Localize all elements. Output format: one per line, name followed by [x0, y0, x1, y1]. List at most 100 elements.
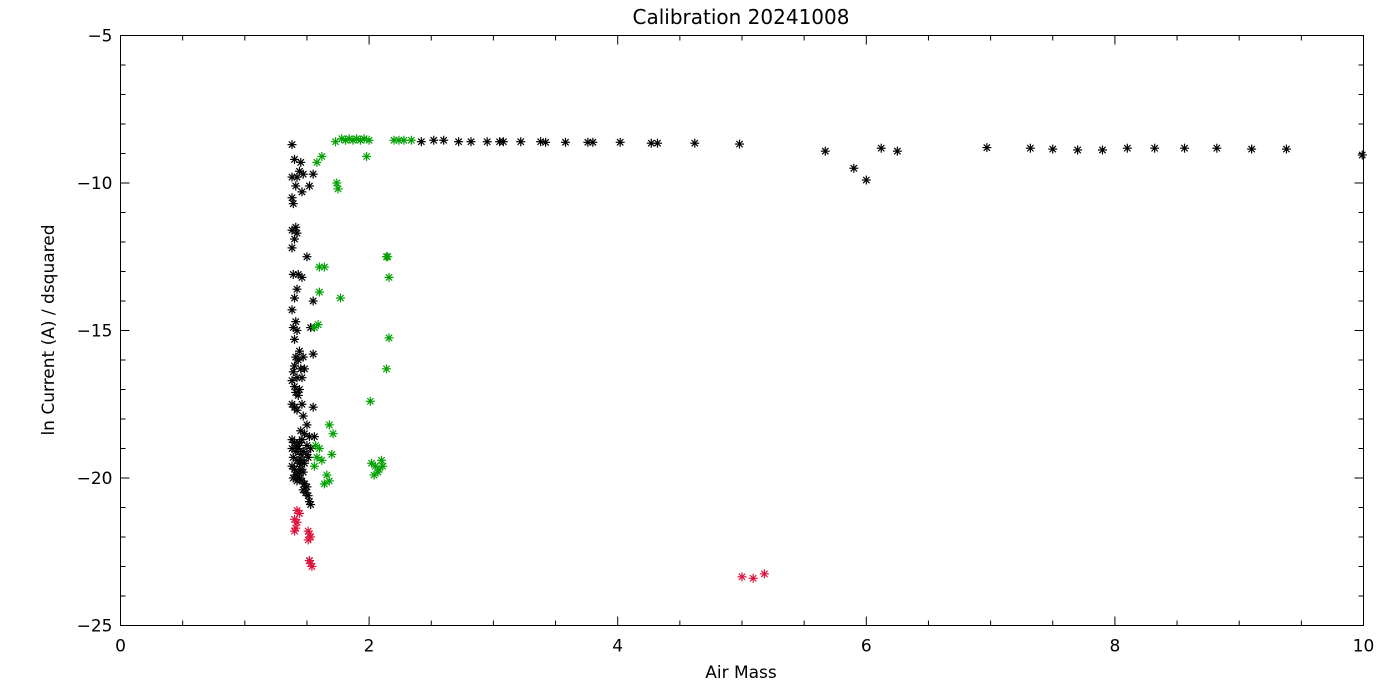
series-1 — [309, 134, 416, 489]
data-point — [861, 175, 871, 185]
x-tick-label: 2 — [364, 637, 375, 657]
data-point — [290, 293, 300, 303]
data-point — [416, 137, 426, 147]
data-point — [287, 140, 297, 150]
data-point — [1122, 143, 1132, 153]
data-point — [314, 287, 324, 297]
data-point — [290, 526, 300, 536]
data-point — [560, 137, 570, 147]
x-tick-label: 0 — [115, 637, 126, 657]
data-point — [1073, 145, 1083, 155]
data-point — [759, 569, 769, 579]
data-point — [302, 252, 312, 262]
data-point — [1150, 143, 1160, 153]
data-point — [364, 135, 374, 145]
data-point — [306, 500, 316, 510]
data-point — [373, 467, 383, 477]
data-point — [303, 452, 313, 462]
data-point — [290, 234, 300, 244]
data-point — [294, 346, 304, 356]
data-point — [299, 458, 309, 468]
data-point — [588, 137, 598, 147]
data-point — [1357, 150, 1367, 160]
series-0 — [287, 135, 1367, 566]
data-point — [355, 135, 365, 145]
data-point — [365, 396, 375, 406]
data-point — [336, 293, 346, 303]
data-point — [1048, 144, 1058, 154]
data-point — [288, 199, 298, 209]
data-point — [1025, 143, 1035, 153]
data-point — [297, 399, 307, 409]
data-point — [1097, 145, 1107, 155]
data-point — [308, 349, 318, 359]
data-point — [378, 461, 388, 471]
data-point — [466, 137, 476, 147]
data-point — [652, 138, 662, 148]
data-point — [1281, 144, 1291, 154]
data-point — [309, 323, 319, 333]
x-axis-label: Air Mass — [705, 663, 777, 683]
data-point — [312, 452, 322, 462]
data-point — [498, 137, 508, 147]
data-point — [293, 390, 303, 400]
data-point — [324, 420, 334, 430]
data-point — [291, 181, 301, 191]
data-point — [314, 444, 324, 453]
data-point — [298, 467, 308, 477]
data-point — [288, 367, 298, 377]
data-point — [287, 193, 297, 203]
data-point — [454, 137, 464, 147]
data-point — [333, 184, 343, 194]
data-point — [892, 146, 902, 156]
y-tick-label: −15 — [77, 322, 113, 342]
data-point — [377, 455, 387, 465]
data-point — [982, 143, 992, 153]
data-point — [290, 154, 300, 164]
data-point — [319, 262, 329, 272]
x-tick-label: 6 — [861, 637, 872, 657]
data-point — [327, 449, 337, 459]
data-point — [516, 137, 526, 147]
x-tick-label: 8 — [1109, 637, 1120, 657]
data-point — [312, 157, 322, 167]
data-point — [482, 137, 492, 147]
data-point — [439, 135, 449, 145]
data-point — [292, 517, 302, 527]
data-point — [383, 252, 393, 262]
data-point — [324, 476, 334, 486]
data-point — [298, 352, 308, 362]
data-point — [308, 169, 318, 179]
data-point — [820, 146, 830, 156]
data-point — [290, 382, 300, 392]
data-point — [308, 296, 318, 306]
data-point — [352, 134, 362, 144]
data-point — [308, 402, 318, 412]
data-point — [384, 333, 394, 343]
data-point — [876, 143, 886, 153]
data-point — [294, 508, 304, 518]
y-tick-label: −25 — [77, 617, 113, 637]
data-point — [297, 187, 307, 197]
data-point — [306, 444, 316, 453]
data-point — [292, 476, 302, 486]
data-point — [309, 432, 319, 442]
data-point — [298, 169, 308, 179]
data-point — [332, 178, 342, 188]
data-point — [290, 334, 300, 344]
data-point — [307, 562, 317, 571]
data-point — [296, 157, 306, 167]
data-point — [317, 455, 327, 465]
data-point — [1180, 143, 1190, 153]
y-tick-label: −10 — [77, 174, 113, 194]
data-point — [292, 405, 302, 415]
data-point — [399, 135, 409, 145]
data-point — [406, 135, 416, 145]
data-point — [317, 151, 327, 161]
y-tick-label: −5 — [87, 27, 112, 47]
data-point — [429, 135, 439, 145]
x-tick-label: 10 — [1353, 637, 1375, 657]
data-point — [299, 364, 309, 374]
data-point — [690, 138, 700, 148]
plot-area — [120, 35, 1367, 626]
